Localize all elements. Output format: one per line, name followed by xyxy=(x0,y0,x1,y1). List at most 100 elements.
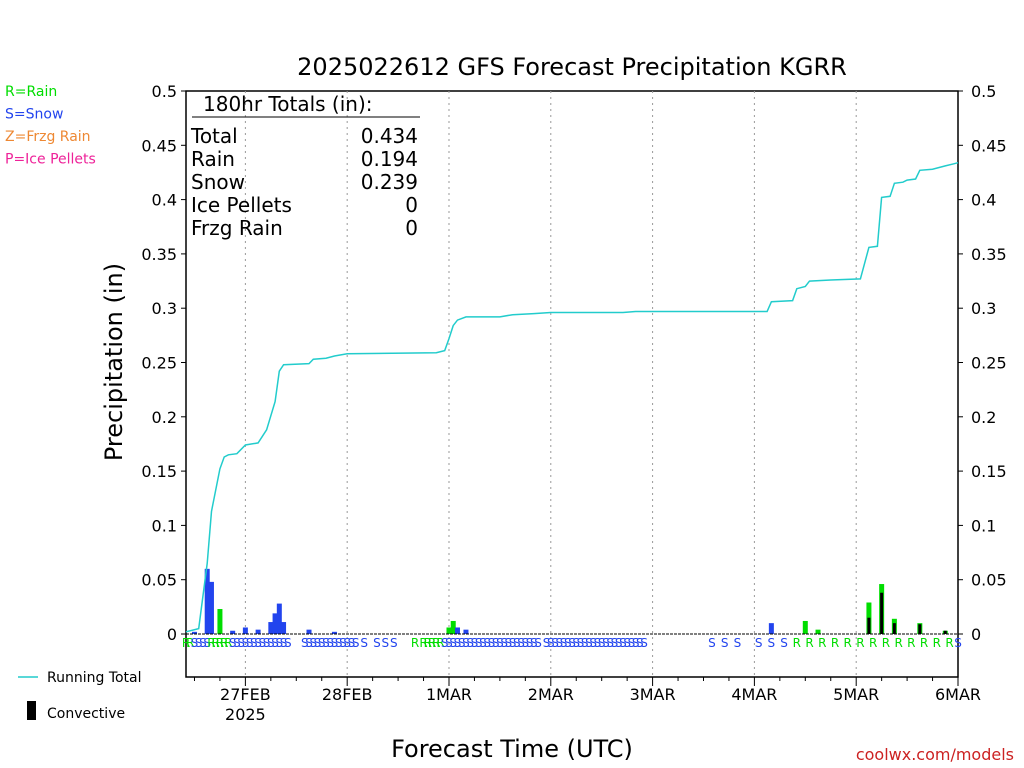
precip-type-code: S xyxy=(492,636,500,650)
precip-type-code: R xyxy=(882,636,890,650)
precip-type-code: S xyxy=(488,636,496,650)
precip-type-code: R xyxy=(907,636,915,650)
precip-bar xyxy=(463,629,469,634)
x-tick-label: 2MAR xyxy=(528,685,574,704)
series-legend-label: Running Total xyxy=(47,670,142,686)
precip-bar xyxy=(242,627,248,634)
precip-type-code: S xyxy=(581,636,589,650)
precip-bar xyxy=(454,627,460,634)
precip-type-legend: R=Rain S=Snow Z=Frzg Rain P=Ice Pellets xyxy=(5,84,96,168)
precip-type-code: S xyxy=(568,636,576,650)
series-legend: Running Total Convective xyxy=(18,670,142,722)
precip-type-code: S xyxy=(263,636,271,650)
totals-value: 0 xyxy=(405,216,418,240)
y-tick-label-right: 0.35 xyxy=(971,245,1007,264)
type-legend-item: P=Ice Pellets xyxy=(5,152,96,168)
precip-type-code: S xyxy=(335,636,343,650)
precip-bar xyxy=(281,622,287,634)
precip-type-code: S xyxy=(360,636,368,650)
y-tick-label-right: 0 xyxy=(971,625,981,644)
x-tick-label: 3MAR xyxy=(630,685,676,704)
precip-bar xyxy=(204,568,210,634)
precip-type-code: S xyxy=(551,636,559,650)
precip-type-code: S xyxy=(585,636,593,650)
precip-bars xyxy=(191,568,948,634)
precip-type-code: S xyxy=(954,636,962,650)
y-tick-label: 0.3 xyxy=(152,299,177,318)
precip-type-code: S xyxy=(619,636,627,650)
precip-type-code: S xyxy=(636,636,644,650)
y-tick-label: 0.15 xyxy=(141,462,177,481)
totals-label: Ice Pellets xyxy=(191,193,292,217)
precip-bar xyxy=(446,627,452,634)
plot-frame xyxy=(185,90,959,678)
x-tick-sublabel: 2025 xyxy=(225,705,266,724)
precip-bar xyxy=(331,631,337,634)
precip-type-code: S xyxy=(390,636,398,650)
y-tick-label: 0.25 xyxy=(141,354,177,373)
precip-type-code: S xyxy=(445,636,453,650)
totals-value: 0 xyxy=(405,193,418,217)
precip-bar xyxy=(450,620,456,634)
y-tick-label-right: 0.5 xyxy=(971,82,996,101)
precip-type-code: S xyxy=(348,636,356,650)
precip-type-code: S xyxy=(577,636,585,650)
x-axis-title: Forecast Time (UTC) xyxy=(391,735,633,763)
precip-type-code: S xyxy=(543,636,551,650)
series-legend-label: Convective xyxy=(47,706,125,722)
precip-type-code: R xyxy=(844,636,852,650)
precip-type-code: R xyxy=(869,636,877,650)
precip-type-code: S xyxy=(280,636,288,650)
type-legend-item: R=Rain xyxy=(5,84,57,100)
x-tick-label: 5MAR xyxy=(833,685,879,704)
precip-type-code: R xyxy=(818,636,826,650)
precip-type-code: S xyxy=(534,636,542,650)
precip-bar xyxy=(191,631,197,634)
y-tick-label-right: 0.15 xyxy=(971,462,1007,481)
precip-type-code: S xyxy=(449,636,457,650)
chart-title: 2025022612 GFS Forecast Precipitation KG… xyxy=(297,53,847,81)
precip-type-code: S xyxy=(276,636,284,650)
precip-type-code: S xyxy=(572,636,580,650)
precip-type-code: S xyxy=(237,636,245,650)
precip-type-code: R xyxy=(793,636,801,650)
y-axis-title: Precipitation (in) xyxy=(100,263,128,461)
precip-type-code: S xyxy=(560,636,568,650)
precip-type-code: S xyxy=(517,636,525,650)
y-tick-label: 0.05 xyxy=(141,571,177,590)
precip-type-code: S xyxy=(479,636,487,650)
precip-type-code: S xyxy=(483,636,491,650)
precip-type-code: S xyxy=(708,636,716,650)
y-tick-label-right: 0.1 xyxy=(971,516,996,535)
precip-type-code: S xyxy=(199,636,207,650)
precip-type-code: R xyxy=(419,636,427,650)
precip-type-code: S xyxy=(318,636,326,650)
precip-type-code: S xyxy=(458,636,466,650)
totals-value: 0.239 xyxy=(361,170,418,194)
credit-text: coolwx.com/models xyxy=(856,745,1014,764)
y-tick-label-right: 0.3 xyxy=(971,299,996,318)
precip-type-code: S xyxy=(500,636,508,650)
precip-type-code: S xyxy=(589,636,597,650)
precip-type-code: S xyxy=(339,636,347,650)
y-tick-label: 0 xyxy=(167,625,177,644)
precip-type-code: S xyxy=(373,636,381,650)
precip-type-code: S xyxy=(254,636,262,650)
precip-type-code: R xyxy=(224,636,232,650)
totals-label: Snow xyxy=(191,170,245,194)
precip-bar xyxy=(217,609,223,634)
convective-bar xyxy=(918,624,922,634)
precip-type-code: R xyxy=(831,636,839,650)
precip-type-code: S xyxy=(352,636,360,650)
precip-type-code: R xyxy=(856,636,864,650)
totals-value: 0.194 xyxy=(361,147,418,171)
precip-type-code: S xyxy=(259,636,267,650)
precip-type-code: R xyxy=(805,636,813,650)
precip-type-code: S xyxy=(309,636,317,650)
precip-type-code: S xyxy=(530,636,538,650)
day-gridlines xyxy=(244,91,857,677)
precip-type-code: S xyxy=(191,636,199,650)
